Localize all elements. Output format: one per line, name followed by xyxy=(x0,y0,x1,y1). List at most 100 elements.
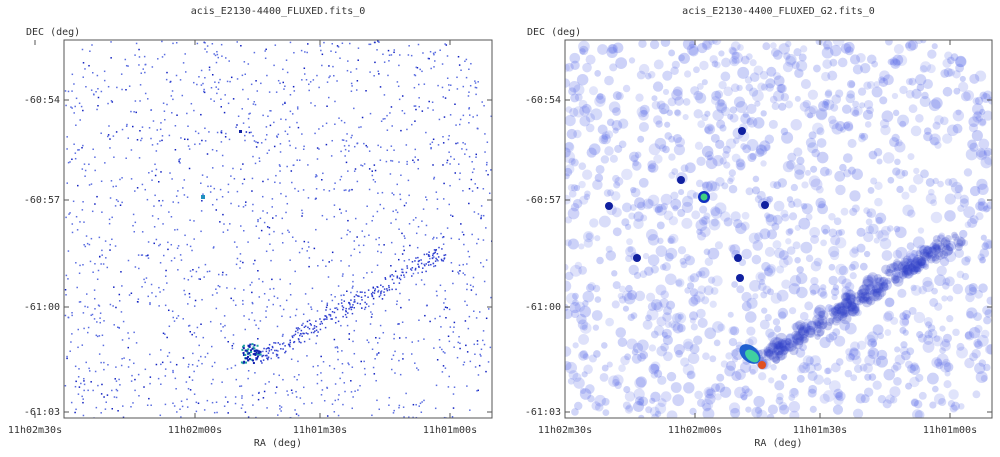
photon xyxy=(107,135,109,138)
blob xyxy=(637,135,645,143)
blob xyxy=(731,371,742,382)
photon xyxy=(383,94,386,96)
photon xyxy=(375,379,377,382)
blob xyxy=(744,76,753,84)
photon xyxy=(88,163,90,166)
photon xyxy=(268,350,271,352)
blob xyxy=(666,410,678,418)
blob xyxy=(841,104,852,114)
blob xyxy=(923,316,933,327)
blob xyxy=(720,360,729,368)
blob xyxy=(920,40,927,44)
photon xyxy=(276,136,279,138)
blob xyxy=(609,63,618,72)
blob xyxy=(848,81,856,88)
photon xyxy=(110,100,113,102)
photon xyxy=(109,303,112,306)
blob xyxy=(788,401,801,413)
photon xyxy=(480,217,482,220)
blob xyxy=(667,235,676,244)
photon xyxy=(200,230,202,233)
photon xyxy=(289,144,291,147)
photon xyxy=(170,259,173,262)
photon xyxy=(266,347,269,349)
photon xyxy=(71,314,73,317)
blob xyxy=(974,340,983,350)
photon xyxy=(462,85,465,88)
blob xyxy=(635,376,647,388)
photon xyxy=(388,284,390,287)
photon xyxy=(482,330,485,332)
photon xyxy=(272,249,274,252)
blob xyxy=(932,243,940,250)
blob xyxy=(773,75,785,87)
blob xyxy=(633,218,644,230)
blob xyxy=(570,93,580,103)
photon xyxy=(147,98,149,100)
photon xyxy=(297,190,300,192)
photon xyxy=(342,315,344,318)
blob xyxy=(574,93,583,102)
photon xyxy=(309,81,312,83)
blob xyxy=(919,261,926,269)
photon xyxy=(479,353,481,356)
photon xyxy=(223,223,225,225)
blob xyxy=(878,77,889,87)
blob xyxy=(640,214,648,222)
photon xyxy=(341,371,344,374)
blob xyxy=(697,285,707,294)
blob xyxy=(913,167,920,175)
blob xyxy=(568,157,576,166)
blob xyxy=(964,330,975,341)
photon xyxy=(76,229,79,231)
photon xyxy=(248,113,250,115)
photon xyxy=(287,229,289,232)
blob xyxy=(727,177,734,185)
photon xyxy=(321,179,323,181)
blob xyxy=(835,229,843,237)
blob xyxy=(828,212,836,221)
photon xyxy=(277,350,279,352)
blob xyxy=(825,367,832,375)
photon xyxy=(242,352,245,355)
blob xyxy=(971,348,981,359)
blob xyxy=(759,140,771,152)
blob xyxy=(829,250,840,261)
blob xyxy=(828,119,839,130)
blob xyxy=(704,125,714,135)
blob xyxy=(839,163,847,172)
photon xyxy=(281,335,284,337)
photon xyxy=(480,348,483,351)
photon xyxy=(376,399,378,402)
photon xyxy=(354,217,357,220)
blob xyxy=(716,119,726,129)
blob xyxy=(751,254,762,265)
blob xyxy=(686,370,695,379)
photon xyxy=(193,109,195,112)
blob xyxy=(786,333,794,341)
photon xyxy=(166,355,169,357)
photon xyxy=(437,144,440,146)
photon xyxy=(475,317,478,319)
photon xyxy=(345,210,347,212)
photon xyxy=(422,52,424,54)
photon xyxy=(303,340,306,343)
photon xyxy=(236,246,238,248)
blob xyxy=(937,244,946,253)
blob xyxy=(588,86,599,96)
blob xyxy=(811,148,820,158)
blob xyxy=(860,132,869,141)
photon xyxy=(339,208,341,211)
blob xyxy=(602,409,610,417)
blob xyxy=(831,123,843,135)
photon xyxy=(314,132,316,135)
photon xyxy=(243,61,246,63)
photon xyxy=(248,131,251,134)
photon xyxy=(434,51,437,54)
photon xyxy=(405,336,407,339)
blob xyxy=(773,345,784,356)
blob xyxy=(831,316,841,326)
blob xyxy=(585,384,595,394)
blob xyxy=(868,373,877,381)
blob xyxy=(633,211,644,222)
